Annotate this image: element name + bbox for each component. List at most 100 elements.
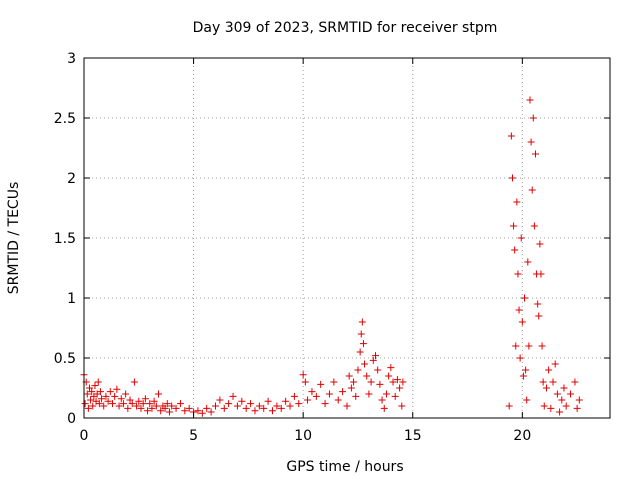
data-point — [88, 388, 96, 396]
x-tick-label: 5 — [189, 428, 198, 444]
data-point — [155, 390, 163, 398]
x-tick-label: 0 — [80, 428, 89, 444]
grid-lines — [84, 58, 610, 418]
chart-title: Day 309 of 2023, SRMTID for receiver stp… — [193, 20, 498, 36]
data-point — [100, 402, 108, 410]
data-point — [168, 402, 176, 410]
data-point — [312, 392, 320, 400]
data-point — [185, 404, 193, 412]
data-point — [513, 198, 521, 206]
data-point — [387, 364, 395, 372]
data-point — [567, 390, 575, 398]
data-point — [295, 400, 303, 408]
data-point — [519, 372, 527, 380]
data-point — [225, 400, 233, 408]
data-point — [529, 114, 537, 122]
data-point — [84, 404, 92, 412]
data-point — [374, 366, 382, 374]
data-point — [537, 270, 545, 278]
data-point — [176, 400, 184, 408]
data-point — [117, 395, 125, 403]
data-point — [268, 407, 276, 415]
data-point — [98, 395, 106, 403]
data-point — [299, 371, 307, 379]
data-point — [146, 400, 154, 408]
data-point — [524, 258, 532, 266]
data-point — [260, 404, 268, 412]
data-point — [264, 397, 272, 405]
data-point — [290, 392, 298, 400]
data-point — [157, 407, 165, 415]
data-point — [220, 404, 228, 412]
data-point — [128, 400, 136, 408]
data-point — [135, 397, 143, 405]
y-tick-label: 1.5 — [54, 231, 76, 247]
data-point — [535, 312, 543, 320]
data-point — [81, 400, 89, 408]
data-point — [181, 407, 189, 415]
data-point — [87, 396, 95, 404]
data-point — [113, 385, 121, 393]
axis-ticks: 0 5 10 15 20 0 0.5 1 1.5 2 2.5 3 — [54, 51, 610, 444]
data-point — [251, 407, 259, 415]
data-point — [242, 404, 250, 412]
y-tick-label: 2.5 — [54, 111, 76, 127]
data-point — [398, 402, 406, 410]
data-point — [575, 396, 583, 404]
data-point — [203, 404, 211, 412]
data-point — [124, 404, 132, 412]
data-point — [571, 378, 579, 386]
data-point — [542, 384, 550, 392]
data-point — [356, 348, 364, 356]
data-point — [137, 404, 145, 412]
x-axis-label: GPS time / hours — [286, 459, 403, 475]
plot-frame — [83, 57, 611, 419]
data-point — [521, 294, 529, 302]
data-point — [551, 360, 559, 368]
data-point — [321, 400, 329, 408]
data-point — [301, 378, 309, 386]
data-point — [233, 402, 241, 410]
x-tick-label: 20 — [513, 428, 531, 444]
data-point — [545, 366, 553, 374]
data-point — [539, 378, 547, 386]
data-point — [308, 388, 316, 396]
data-point — [317, 380, 325, 388]
data-point — [508, 174, 516, 182]
data-point — [359, 340, 367, 348]
data-point — [238, 397, 246, 405]
x-tick-label: 15 — [404, 428, 422, 444]
data-point — [380, 404, 388, 412]
data-point — [194, 407, 202, 415]
data-point — [325, 390, 333, 398]
data-point — [393, 376, 401, 384]
data-point — [216, 396, 224, 404]
data-point — [212, 402, 219, 410]
data-point — [89, 402, 97, 410]
data-point — [385, 372, 393, 380]
data-point — [526, 96, 534, 104]
data-point — [104, 397, 112, 405]
data-point — [511, 246, 519, 254]
data-point — [505, 402, 513, 410]
data-point — [152, 402, 160, 410]
data-point — [560, 384, 568, 392]
data-point — [339, 388, 347, 396]
data-point — [525, 342, 533, 350]
data-point — [518, 318, 526, 326]
data-point — [527, 138, 535, 146]
data-point — [531, 150, 539, 158]
data-point — [391, 392, 399, 400]
y-tick-label: 0.5 — [54, 351, 76, 367]
data-point — [534, 300, 542, 308]
data-point — [530, 222, 538, 230]
data-point — [229, 392, 237, 400]
data-point — [361, 360, 369, 368]
y-tick-label: 0 — [67, 411, 76, 427]
data-point — [282, 397, 290, 405]
data-point — [286, 402, 294, 410]
data-point — [150, 397, 158, 405]
data-point — [126, 396, 134, 404]
data-point — [304, 396, 312, 404]
data-point — [115, 402, 123, 410]
